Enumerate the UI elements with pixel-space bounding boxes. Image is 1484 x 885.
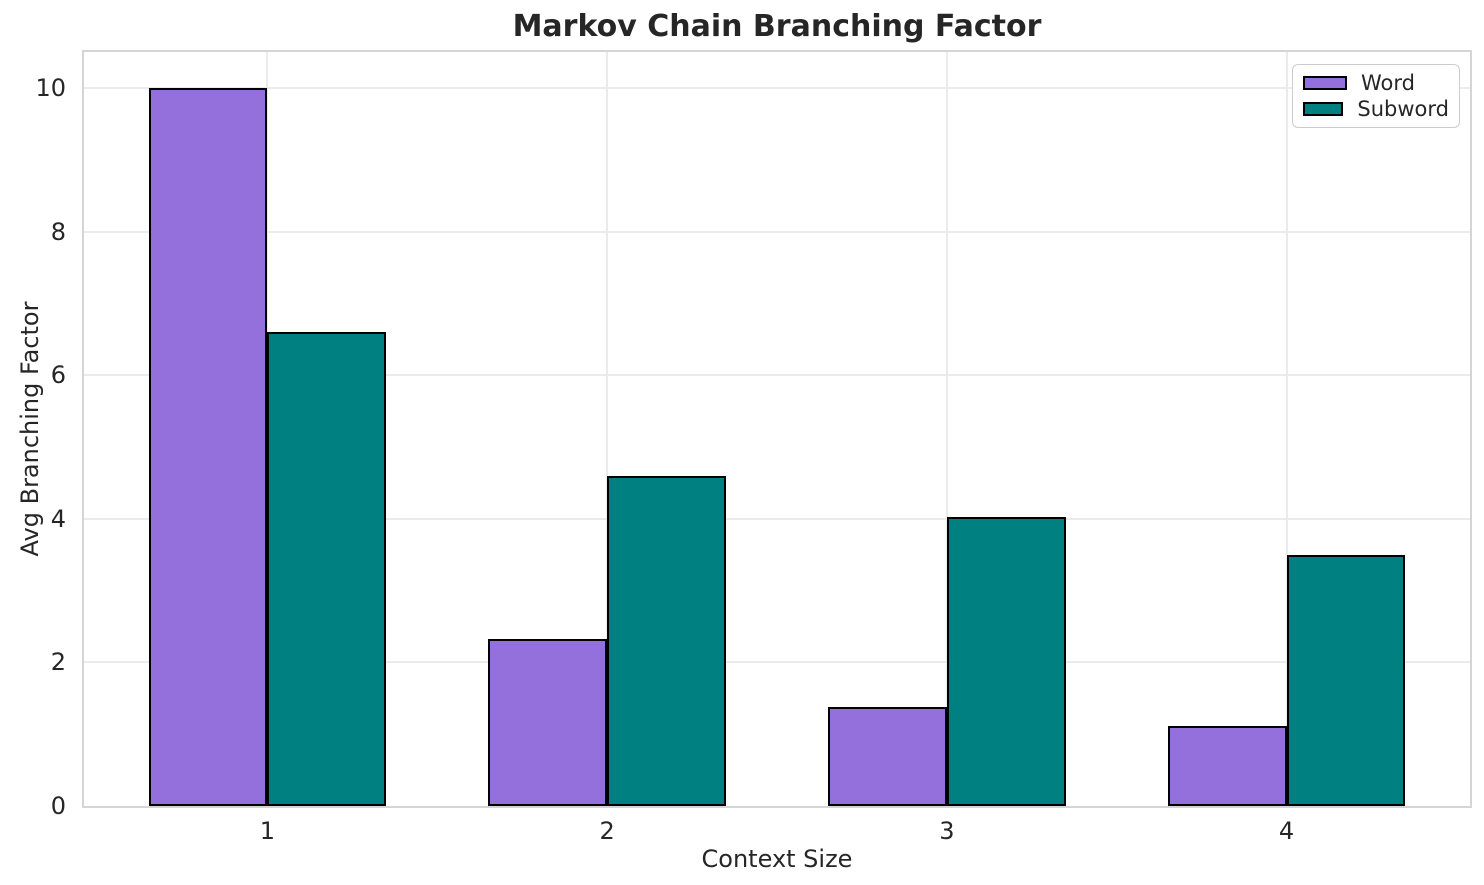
chart-title: Markov Chain Branching Factor <box>512 9 1042 44</box>
gridline-x-3 <box>945 52 948 806</box>
bar-word-4 <box>1167 725 1287 806</box>
y-tick-4: 4 <box>50 504 66 533</box>
y-tick-8: 8 <box>50 217 66 246</box>
legend-label-subword: Subword <box>1357 97 1449 121</box>
gridline-y-8 <box>84 230 1470 233</box>
bar-subword-3 <box>946 517 1066 806</box>
bar-subword-4 <box>1286 554 1406 806</box>
legend: Word Subword <box>1292 64 1460 128</box>
legend-label-word: Word <box>1361 71 1415 95</box>
bar-word-3 <box>827 706 947 806</box>
gridline-y-10 <box>84 86 1470 89</box>
x-tick-1: 1 <box>259 817 276 845</box>
gridline-y-6 <box>84 374 1470 377</box>
legend-item-word: Word <box>1303 71 1449 95</box>
bar-subword-2 <box>607 475 727 806</box>
x-tick-4: 4 <box>1278 817 1295 845</box>
x-tick-3: 3 <box>939 817 955 845</box>
y-tick-0: 0 <box>50 792 66 820</box>
bar-word-2 <box>488 638 608 806</box>
bar-subword-1 <box>267 332 387 806</box>
x-tick-2: 2 <box>599 817 615 845</box>
y-tick-6: 6 <box>50 361 66 390</box>
x-axis-label: Context Size <box>701 845 853 873</box>
legend-swatch-subword <box>1303 102 1344 116</box>
gridline-x-2 <box>606 52 609 806</box>
gridline-y-2 <box>84 661 1470 664</box>
y-tick-2: 2 <box>50 648 66 677</box>
gridline-y-4 <box>84 517 1470 520</box>
gridline-x-4 <box>1285 52 1288 806</box>
legend-swatch-word <box>1303 76 1347 90</box>
bar-word-1 <box>148 87 268 806</box>
y-tick-10: 10 <box>35 73 66 102</box>
legend-item-subword: Subword <box>1303 97 1449 121</box>
plot-area <box>82 50 1472 808</box>
